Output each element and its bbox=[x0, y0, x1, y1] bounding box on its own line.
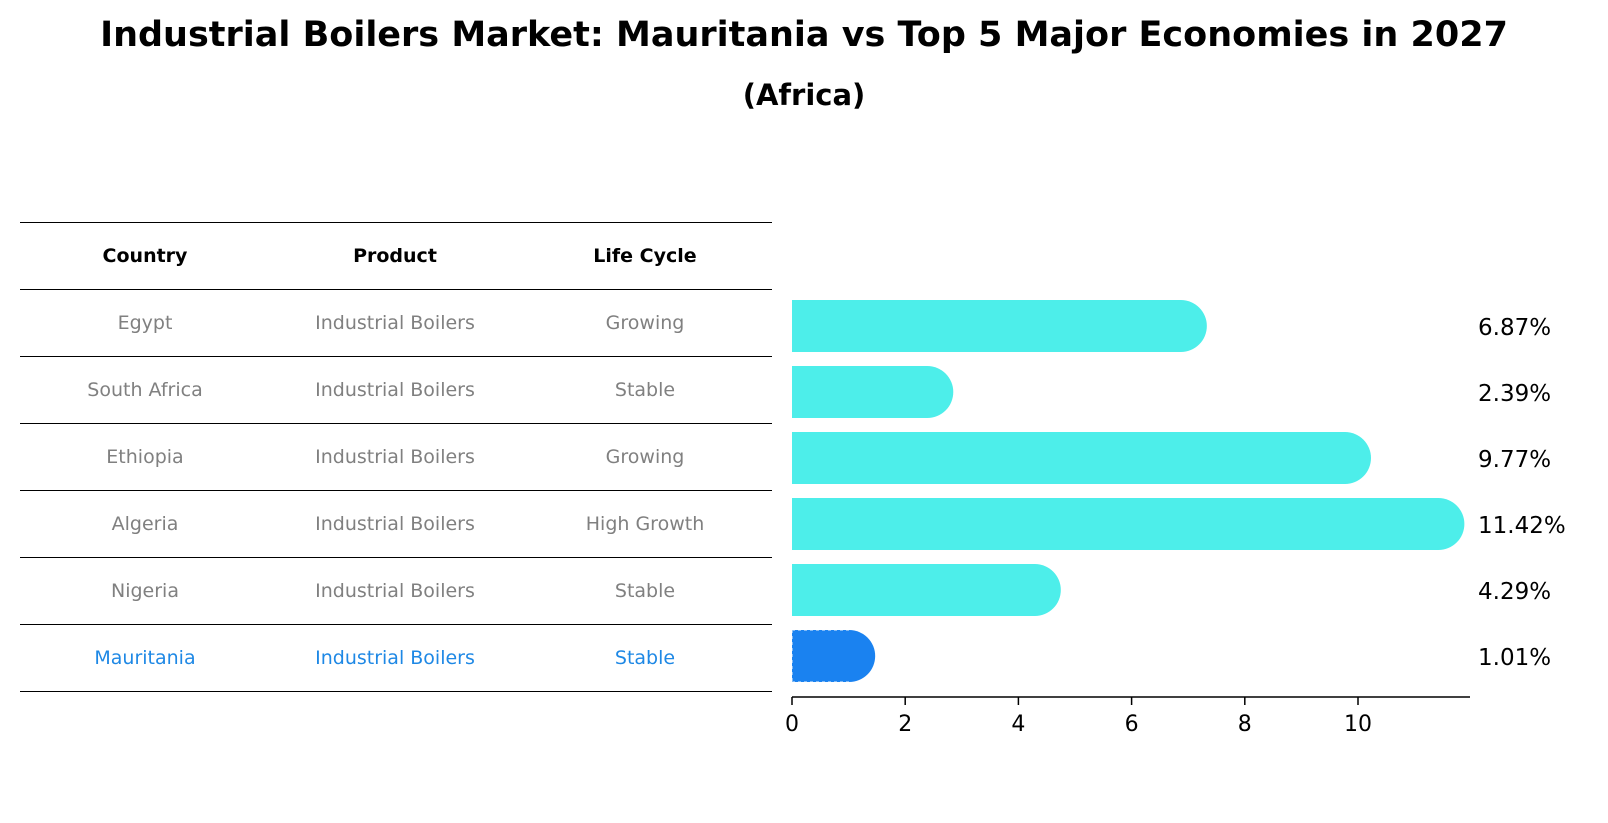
table-row: South Africa Industrial Boilers Stable bbox=[20, 357, 772, 423]
value-label: 11.42% bbox=[1478, 513, 1566, 539]
value-label: 9.77% bbox=[1478, 447, 1551, 473]
header-product: Product bbox=[353, 245, 437, 267]
table-rule bbox=[20, 691, 772, 692]
cell-country: Egypt bbox=[117, 312, 173, 334]
cell-life-cycle: Stable bbox=[614, 379, 676, 401]
bar-south-africa bbox=[792, 366, 954, 418]
table-row: Algeria Industrial Boilers High Growth bbox=[20, 491, 772, 557]
table-rule bbox=[20, 557, 772, 558]
cell-product: Industrial Boilers bbox=[315, 379, 475, 401]
x-tick-label: 4 bbox=[1011, 712, 1025, 737]
cell-life-cycle: Stable bbox=[614, 580, 676, 602]
table-rule bbox=[20, 490, 772, 491]
header-country: Country bbox=[102, 245, 188, 267]
cell-product: Industrial Boilers bbox=[315, 446, 475, 468]
table-row-highlight: Mauritania Industrial Boilers Stable bbox=[20, 625, 772, 691]
cell-life-cycle: High Growth bbox=[585, 513, 705, 535]
table-row: Egypt Industrial Boilers Growing bbox=[20, 290, 772, 356]
value-label: 1.01% bbox=[1478, 645, 1551, 671]
x-tick-label: 10 bbox=[1344, 712, 1372, 737]
cell-country: Ethiopia bbox=[106, 446, 184, 468]
x-tick-label: 6 bbox=[1125, 712, 1139, 737]
cell-product: Industrial Boilers bbox=[315, 580, 475, 602]
bar-nigeria bbox=[792, 564, 1061, 616]
table-rule bbox=[20, 624, 772, 625]
bar-egypt bbox=[792, 300, 1207, 352]
cell-life-cycle: Growing bbox=[605, 312, 685, 334]
cell-product: Industrial Boilers bbox=[315, 513, 475, 535]
x-tick-label: 0 bbox=[785, 712, 799, 737]
table-row: Ethiopia Industrial Boilers Growing bbox=[20, 424, 772, 490]
table-header-row: Country Product Life Cycle bbox=[20, 223, 772, 289]
table-rule bbox=[20, 222, 772, 223]
bar-mauritania bbox=[792, 630, 876, 682]
header-life-cycle: Life Cycle bbox=[593, 245, 697, 267]
table-rule bbox=[20, 423, 772, 424]
value-label: 6.87% bbox=[1478, 315, 1551, 341]
bar-ethiopia bbox=[792, 432, 1371, 484]
x-tick-label: 8 bbox=[1238, 712, 1252, 737]
country-table: Country Product Life Cycle Egypt Industr… bbox=[20, 222, 772, 692]
cell-life-cycle: Growing bbox=[605, 446, 685, 468]
cell-country: Mauritania bbox=[94, 647, 196, 669]
chart-subtitle: (Africa) bbox=[742, 78, 866, 112]
bar-highlight-dash bbox=[791, 629, 850, 683]
value-label: 2.39% bbox=[1478, 381, 1551, 407]
cell-country: Algeria bbox=[111, 513, 179, 535]
value-label: 4.29% bbox=[1478, 579, 1551, 605]
cell-country: Nigeria bbox=[111, 580, 179, 602]
table-row: Nigeria Industrial Boilers Stable bbox=[20, 558, 772, 624]
cell-life-cycle: Stable bbox=[614, 647, 676, 669]
x-tick-label: 2 bbox=[898, 712, 912, 737]
bar-algeria bbox=[792, 498, 1465, 550]
table-rule bbox=[20, 289, 772, 290]
cell-country: South Africa bbox=[87, 379, 203, 401]
cell-product: Industrial Boilers bbox=[315, 312, 475, 334]
table-rule bbox=[20, 356, 772, 357]
chart-title: Industrial Boilers Market: Mauritania vs… bbox=[100, 15, 1508, 55]
cell-product: Industrial Boilers bbox=[315, 647, 475, 669]
